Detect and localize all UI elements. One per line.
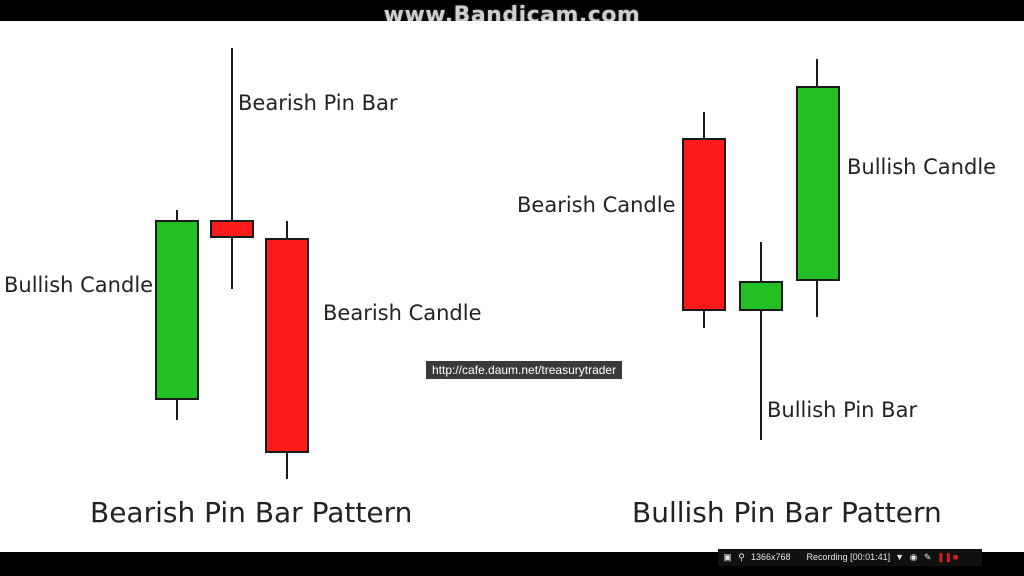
- bullish-pin-bar-candle: [739, 242, 783, 440]
- label-bearish-candle-left: Bearish Candle: [323, 301, 482, 325]
- recording-resolution: 1366x768: [751, 552, 791, 562]
- bearish-pattern-bearish-candle: [265, 221, 309, 479]
- label-bullish-candle-right: Bullish Candle: [847, 155, 997, 179]
- bullish-pattern-bullish-candle: [796, 59, 840, 317]
- label-bearish-candle-right: Bearish Candle: [517, 193, 676, 217]
- title-bearish-pin-bar-pattern: Bearish Pin Bar Pattern: [90, 496, 413, 529]
- candle-body: [682, 138, 726, 311]
- candle-body: [210, 220, 254, 238]
- candlestick-diagram: [155, 48, 840, 479]
- stop-icon[interactable]: ■: [952, 552, 959, 562]
- bearish-pin-bar-candle: [210, 48, 254, 289]
- bearish-pattern-bullish-candle: [155, 210, 199, 420]
- recording-toolbar: ▣ ⚲ 1366x768 Recording [00:01:41] ▼ ◉ ✎ …: [718, 549, 982, 566]
- candle-body: [265, 238, 309, 453]
- camera-icon[interactable]: ◉: [909, 552, 918, 562]
- recording-status: Recording [00:01:41]: [806, 552, 891, 562]
- candle-body: [739, 281, 783, 311]
- label-bullish-candle-left: Bullish Candle: [4, 273, 154, 297]
- label-bullish-pin-bar: Bullish Pin Bar: [767, 398, 918, 422]
- dropdown-icon[interactable]: ▼: [895, 552, 905, 562]
- pencil-icon[interactable]: ✎: [923, 552, 932, 562]
- window-icon[interactable]: ▣: [723, 552, 732, 562]
- pause-icon[interactable]: ❚❚: [937, 552, 953, 562]
- bullish-pattern-bearish-candle: [682, 112, 726, 328]
- title-bullish-pin-bar-pattern: Bullish Pin Bar Pattern: [632, 496, 942, 529]
- candle-body: [796, 86, 840, 281]
- candle-body: [155, 220, 199, 400]
- overlay-url-label: http://cafe.daum.net/treasurytrader: [426, 361, 623, 379]
- diagram-canvas: Bullish Candle Bearish Pin Bar Bearish C…: [0, 21, 1024, 566]
- label-bearish-pin-bar: Bearish Pin Bar: [238, 91, 398, 115]
- magnifier-icon[interactable]: ⚲: [738, 552, 745, 562]
